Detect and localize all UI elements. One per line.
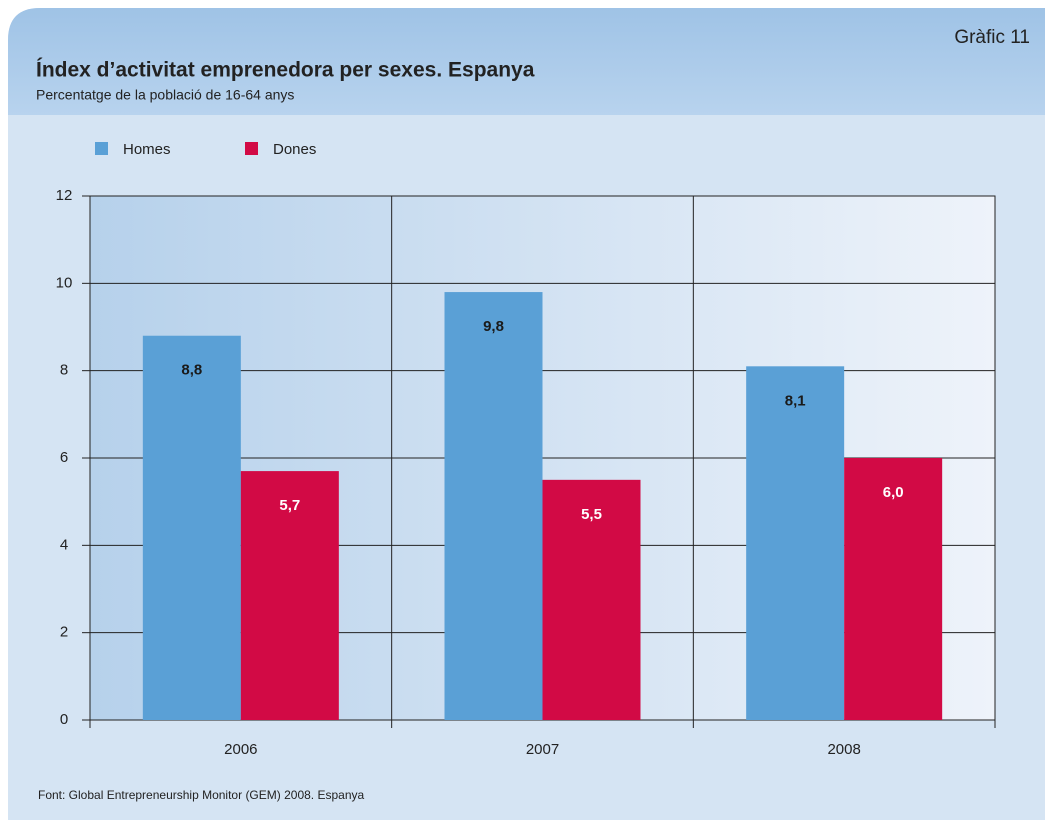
- bar: [844, 458, 943, 720]
- x-tick-label: 2006: [224, 741, 257, 758]
- legend-label: Homes: [123, 141, 171, 158]
- y-tick-label: 8: [60, 362, 68, 379]
- y-tick-label: 0: [60, 711, 68, 728]
- x-tick-label: 2007: [526, 741, 559, 758]
- value-label: 8,8: [181, 362, 202, 379]
- chart-subtitle: Percentatge de la població de 16-64 anys: [36, 87, 294, 103]
- value-label: 5,7: [279, 497, 300, 514]
- y-tick-label: 4: [60, 536, 68, 553]
- x-tick-label: 2008: [827, 741, 860, 758]
- y-tick-label: 12: [56, 187, 73, 204]
- bar: [240, 471, 339, 720]
- value-label: 8,1: [785, 392, 806, 409]
- value-label: 5,5: [581, 506, 602, 523]
- legend-label: Dones: [273, 141, 316, 158]
- header: [8, 8, 1045, 115]
- y-tick-label: 6: [60, 449, 68, 466]
- source: Font: Global Entrepreneurship Monitor (G…: [38, 788, 364, 802]
- value-label: 9,8: [483, 318, 504, 335]
- value-label: 6,0: [883, 484, 904, 501]
- legend-swatch: [245, 142, 258, 155]
- bar: [142, 335, 241, 720]
- bar: [542, 479, 641, 720]
- chart-title: Índex d’activitat emprenedora per sexes.…: [36, 59, 535, 82]
- legend-swatch: [95, 142, 108, 155]
- bar: [746, 366, 845, 720]
- bar: [444, 292, 543, 720]
- chart-label: Gràfic 11: [954, 27, 1030, 48]
- y-tick-label: 10: [56, 274, 73, 291]
- y-tick-label: 2: [60, 624, 68, 641]
